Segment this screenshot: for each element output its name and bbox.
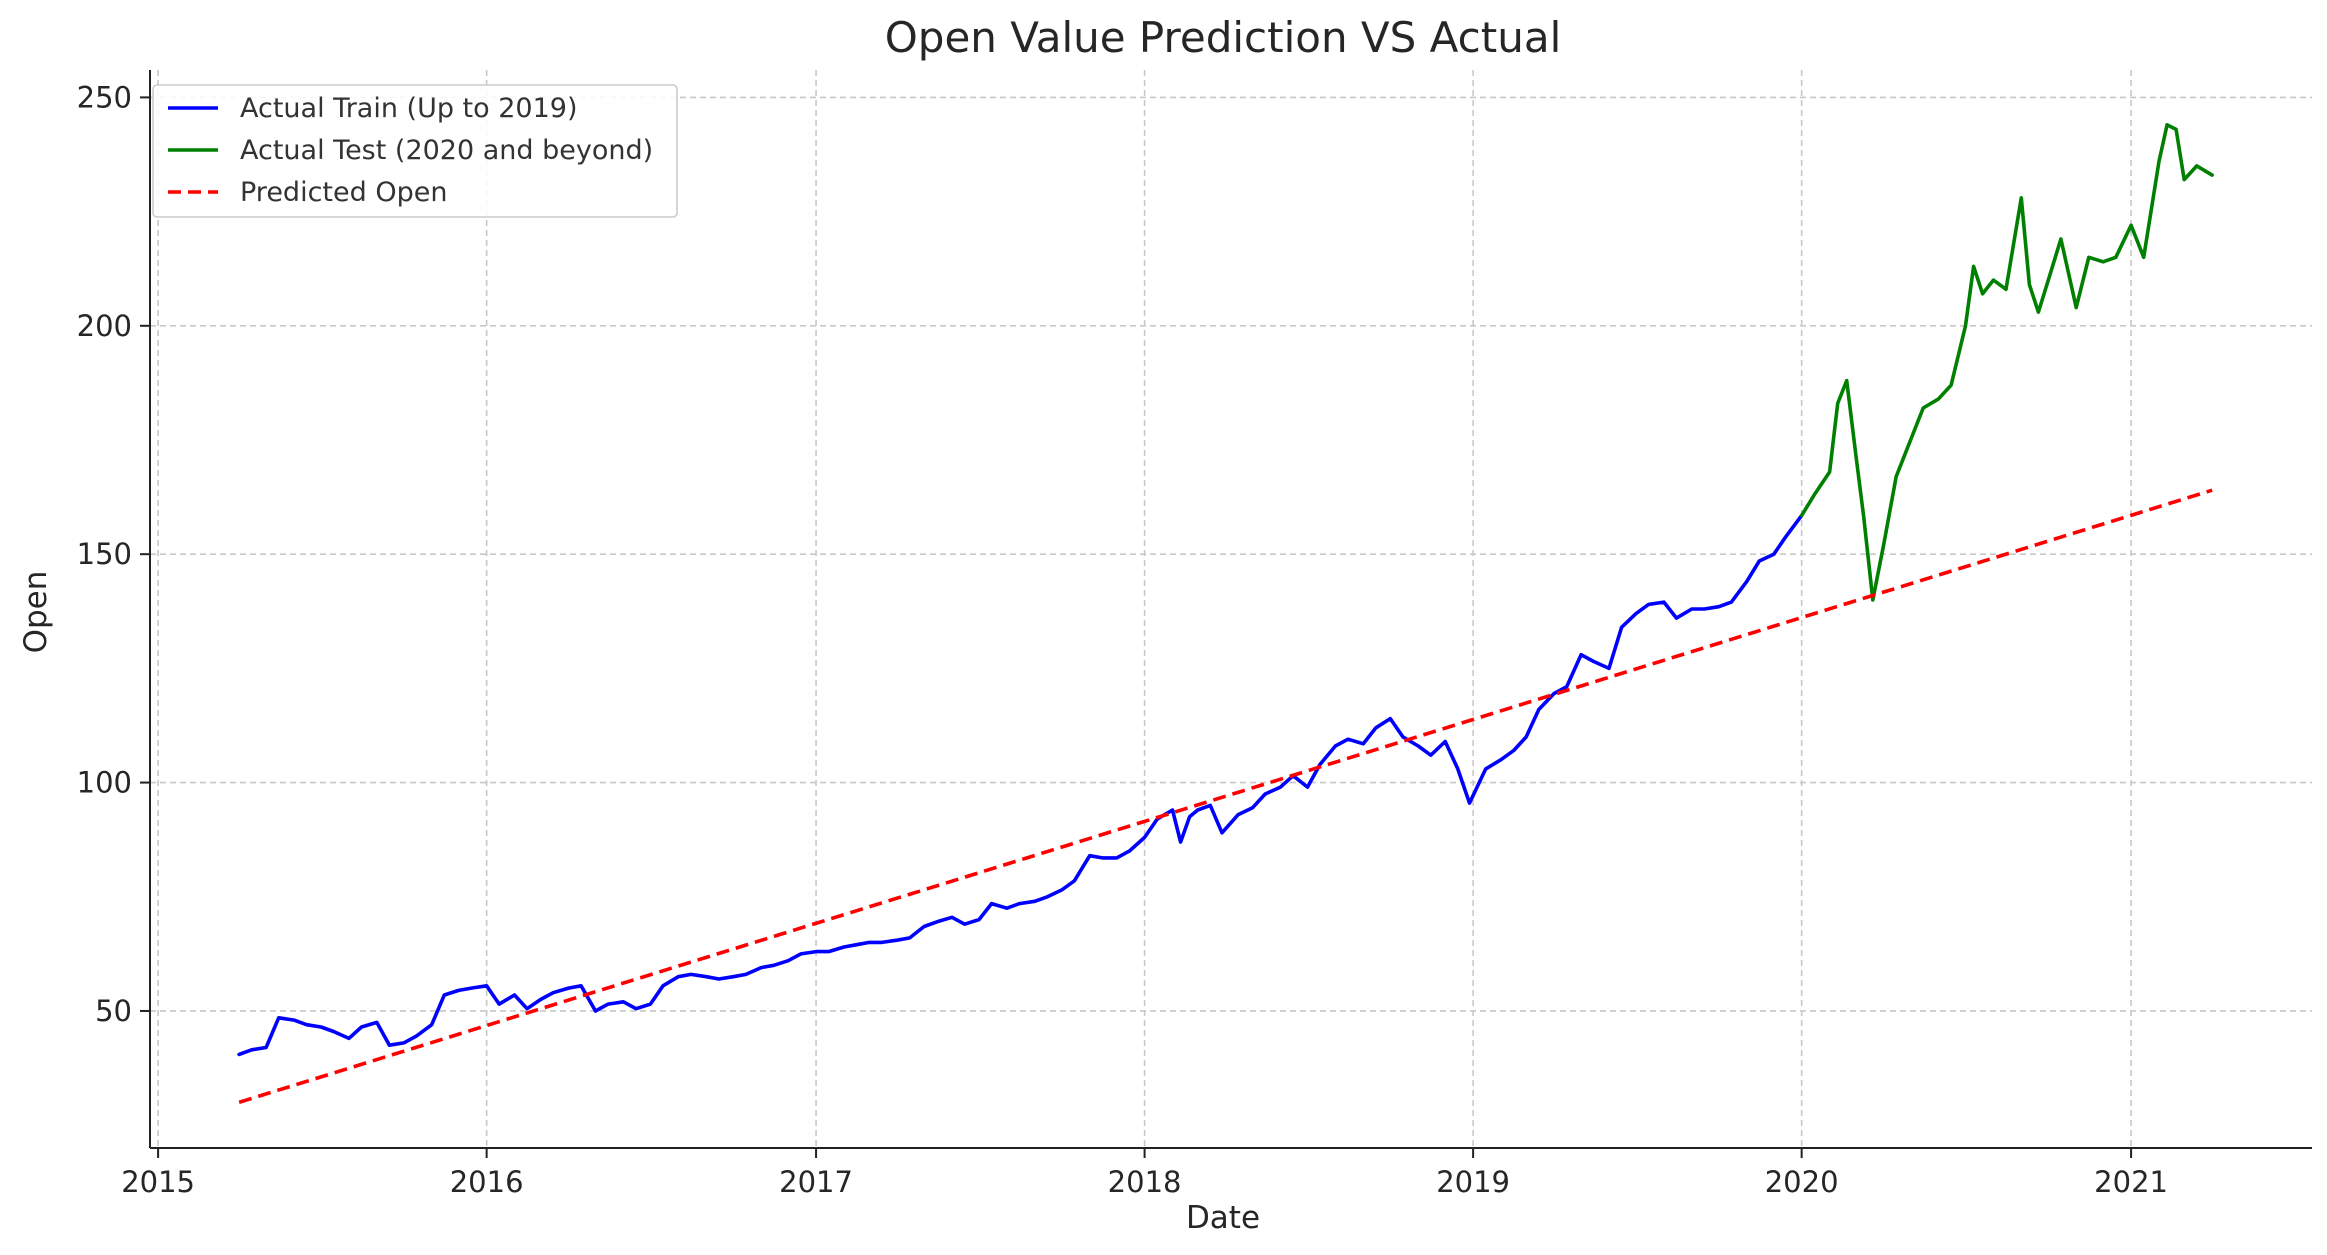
legend-label: Actual Test (2020 and beyond) [240, 135, 653, 166]
y-tick-label: 200 [77, 309, 132, 343]
legend: Actual Train (Up to 2019) Actual Test (20… [152, 84, 678, 218]
tick-labels: 2015 2016 2017 2018 2019 2020 2021 50 100 150 200 2… [77, 80, 2168, 1199]
y-tick-label: 150 [77, 537, 132, 571]
y-axis-label: Open [18, 571, 54, 654]
x-tick-label: 2020 [1765, 1165, 1839, 1199]
legend-box [152, 84, 678, 218]
series-line-3 [238, 488, 2213, 1105]
series-line-1 [237, 513, 1804, 1057]
x-axis-label: Date [1186, 1200, 1260, 1236]
legend-label: Predicted Open [240, 177, 447, 208]
plot-series [237, 123, 2214, 1105]
series-line-2 [1799, 123, 2214, 602]
x-tick-label: 2016 [450, 1165, 524, 1199]
y-tick-label: 250 [77, 80, 132, 114]
axes [140, 70, 2312, 1158]
x-tick-label: 2018 [1108, 1165, 1182, 1199]
chart-title: Open Value Prediction VS Actual [885, 13, 1562, 62]
x-tick-label: 2019 [1436, 1165, 1510, 1199]
legend-label: Actual Train (Up to 2019) [240, 93, 578, 124]
y-tick-label: 50 [95, 994, 132, 1028]
x-tick-label: 2021 [2094, 1165, 2168, 1199]
y-tick-label: 100 [77, 766, 132, 800]
x-tick-label: 2017 [779, 1165, 853, 1199]
x-tick-label: 2015 [121, 1165, 195, 1199]
